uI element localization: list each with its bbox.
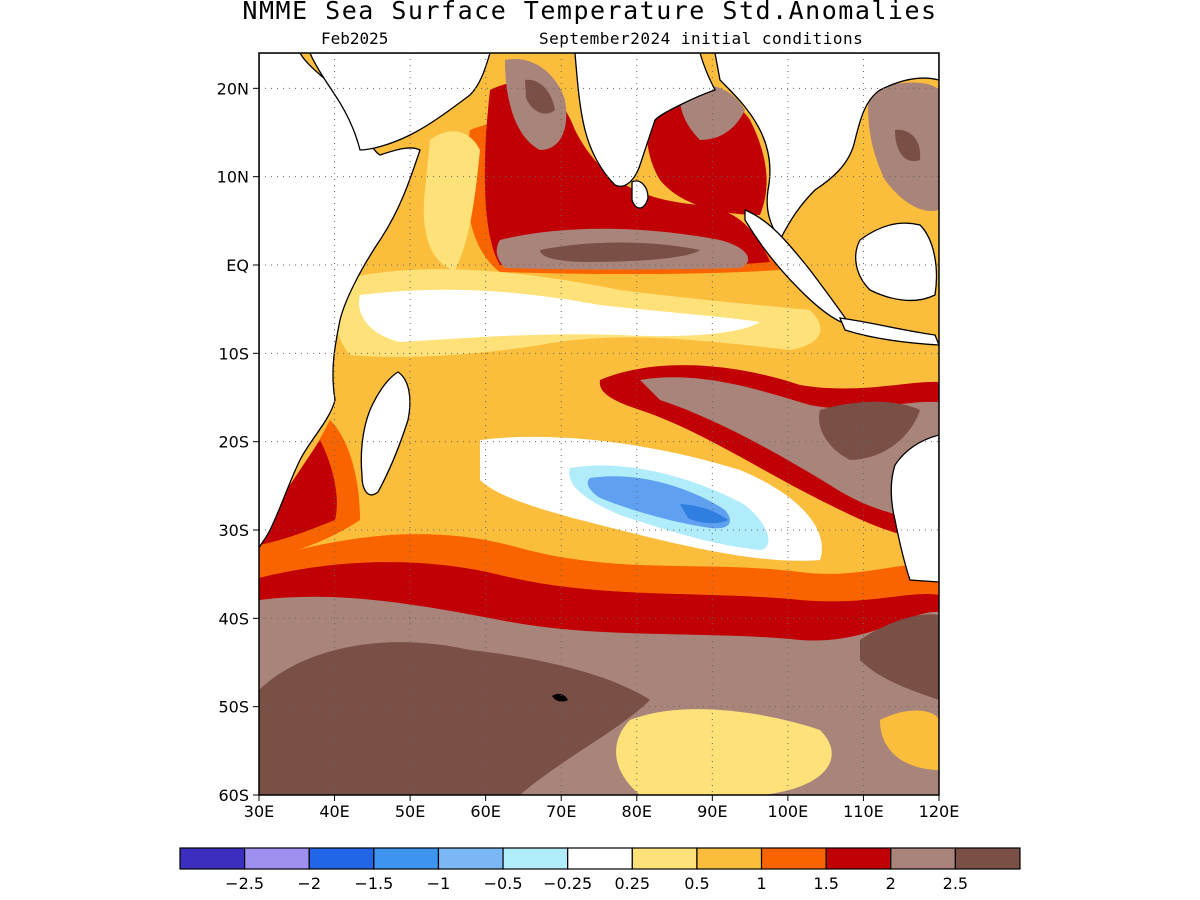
lon-tick-label: 120E — [919, 802, 960, 821]
colorbar-swatch — [954, 847, 1021, 870]
lat-tick-label: EQ — [226, 256, 249, 275]
arabian-sea-strong — [525, 79, 555, 114]
initial-conditions-label: September2024 initial conditions — [539, 29, 864, 48]
subtropical-cool-core — [680, 504, 728, 524]
west-arabian-neutral — [423, 131, 480, 270]
australia-landmass — [890, 434, 939, 583]
madagascar-island — [360, 371, 411, 496]
kerguelen-island — [552, 693, 568, 702]
lon-tick-label: 110E — [843, 802, 884, 821]
colorbar-swatch — [696, 847, 763, 870]
colorbar-swatch — [760, 847, 827, 870]
colorbar-swatch — [631, 847, 698, 870]
lat-tick-label: 50S — [218, 698, 249, 717]
south-east-warm-patch — [880, 710, 939, 770]
southeast-asia-landmass — [714, 53, 939, 242]
lon-tick-label: 80E — [622, 802, 652, 821]
bay-of-bengal-warm — [679, 85, 745, 140]
south-china-sea-strong — [895, 129, 921, 162]
southern-ocean-strong-warm — [259, 642, 650, 795]
colorbar-swatch — [890, 847, 956, 870]
lon-tick-label: 60E — [470, 802, 500, 821]
colorbar-label: −0.5 — [484, 874, 523, 893]
lon-tick-label: 50E — [395, 802, 425, 821]
colorbar-swatch — [825, 847, 892, 870]
sri-lanka — [631, 180, 649, 209]
south-central-warm-patch — [616, 709, 832, 795]
colorbar-label: −1 — [427, 874, 451, 893]
colorbar-label: −1.5 — [354, 874, 393, 893]
colorbar-label: −2.5 — [225, 874, 264, 893]
southern-ocean-strong-warm-east — [860, 614, 939, 700]
lat-tick-label: 30S — [218, 521, 249, 540]
colorbar-swatch — [567, 847, 633, 870]
india-landmass — [574, 53, 716, 187]
map-frame — [258, 52, 940, 796]
colorbar-label: 2 — [886, 874, 896, 893]
axis-ticks: 30E 40E 50E 60E 70E 80E 90E 100E 110E 120E 20N 10N E… — [217, 79, 960, 821]
lat-tick-label: 10N — [217, 168, 249, 187]
lat-tick-label: 20N — [217, 79, 249, 98]
arabia-landmass — [309, 53, 491, 151]
colorbar-swatch — [373, 847, 440, 870]
java-island — [838, 317, 939, 346]
colorbar-label: −0.25 — [543, 874, 592, 893]
colorbar-label: 0.25 — [614, 874, 650, 893]
southwest-strong-band — [259, 440, 337, 545]
lat-tick-label: 40S — [218, 609, 249, 628]
colorbar-swatch — [308, 847, 375, 870]
colorbar: −2.5 −2 −1.5 −1 −0.5 −0.25 0.25 0.5 1 1.5 2 2.5 — [179, 847, 1021, 893]
colorbar-swatch — [437, 847, 504, 870]
lat-tick-label: 10S — [218, 344, 249, 363]
colorbar-swatch — [244, 847, 310, 870]
lon-tick-label: 40E — [319, 802, 349, 821]
forecast-month: Feb2025 — [321, 29, 389, 48]
colorbar-label: −2 — [297, 874, 321, 893]
colorbar-label: 1 — [756, 874, 766, 893]
lon-tick-label: 70E — [546, 802, 576, 821]
lat-tick-label: 20S — [218, 433, 249, 452]
colorbar-label: 0.5 — [684, 874, 709, 893]
bay-of-bengal-moderate — [647, 96, 767, 215]
colorbar-swatch — [179, 847, 246, 870]
colorbar-label: 2.5 — [943, 874, 968, 893]
lon-tick-label: 100E — [768, 802, 809, 821]
lat-tick-label: 60S — [218, 786, 249, 805]
borneo-island — [855, 222, 938, 302]
equatorial-neutral-core — [359, 289, 760, 342]
map-grid — [259, 53, 939, 795]
lon-tick-label: 30E — [244, 802, 274, 821]
map-title: NMME Sea Surface Temperature Std.Anomali… — [242, 0, 938, 25]
colorbar-swatch — [502, 847, 569, 870]
colorbar-label: 1.5 — [813, 874, 838, 893]
equatorial-north-strong — [540, 242, 700, 262]
lon-tick-label: 90E — [697, 802, 727, 821]
southeast-indian-strong — [819, 401, 920, 460]
